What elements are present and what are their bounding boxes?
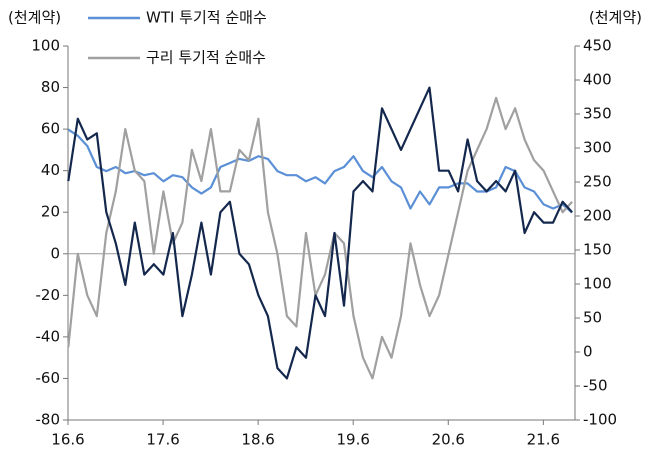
y-tick-label: -20 — [36, 286, 61, 304]
x-tick-label: 21.6 — [527, 431, 560, 449]
x-tick-label: 19.6 — [337, 431, 370, 449]
y-tick-label: 60 — [41, 120, 60, 138]
y2-tick-label: 250 — [583, 173, 612, 191]
series-line — [67, 86, 573, 380]
y2-tick-label: 100 — [583, 275, 612, 293]
x-tick-label: 18.6 — [241, 431, 274, 449]
y-tick-label: -40 — [36, 327, 61, 345]
y2-tick-label: 200 — [583, 207, 612, 225]
series-line — [67, 128, 573, 214]
y2-tick-label: 400 — [583, 71, 612, 89]
series-line — [67, 96, 573, 380]
x-tick-label: 20.6 — [432, 431, 465, 449]
y-tick-label: 80 — [41, 78, 60, 96]
y2-axis-label: (천계약) — [589, 9, 642, 27]
y-tick-label: 100 — [31, 37, 60, 55]
y-axis-label: (천계약) — [8, 9, 61, 27]
y-tick-label: 40 — [41, 161, 60, 179]
y2-tick-label: -100 — [583, 411, 617, 429]
y2-tick-label: 0 — [583, 343, 593, 361]
legend-label: WTI 투기적 순매수 — [146, 9, 267, 27]
legend-label: 구리 투기적 순매수 — [146, 49, 266, 67]
y2-tick-label: 350 — [583, 105, 612, 123]
y2-tick-label: 50 — [583, 309, 602, 327]
y-tick-label: -80 — [36, 411, 61, 429]
y-tick-label: 20 — [41, 203, 60, 221]
y2-tick-label: -50 — [583, 377, 608, 395]
x-tick-label: 16.6 — [51, 431, 84, 449]
y2-tick-label: 450 — [583, 37, 612, 55]
y-tick-label: -60 — [36, 369, 61, 387]
y2-tick-label: 150 — [583, 241, 612, 259]
y-tick-label: 0 — [50, 244, 60, 262]
y2-tick-label: 300 — [583, 139, 612, 157]
x-tick-label: 17.6 — [146, 431, 179, 449]
